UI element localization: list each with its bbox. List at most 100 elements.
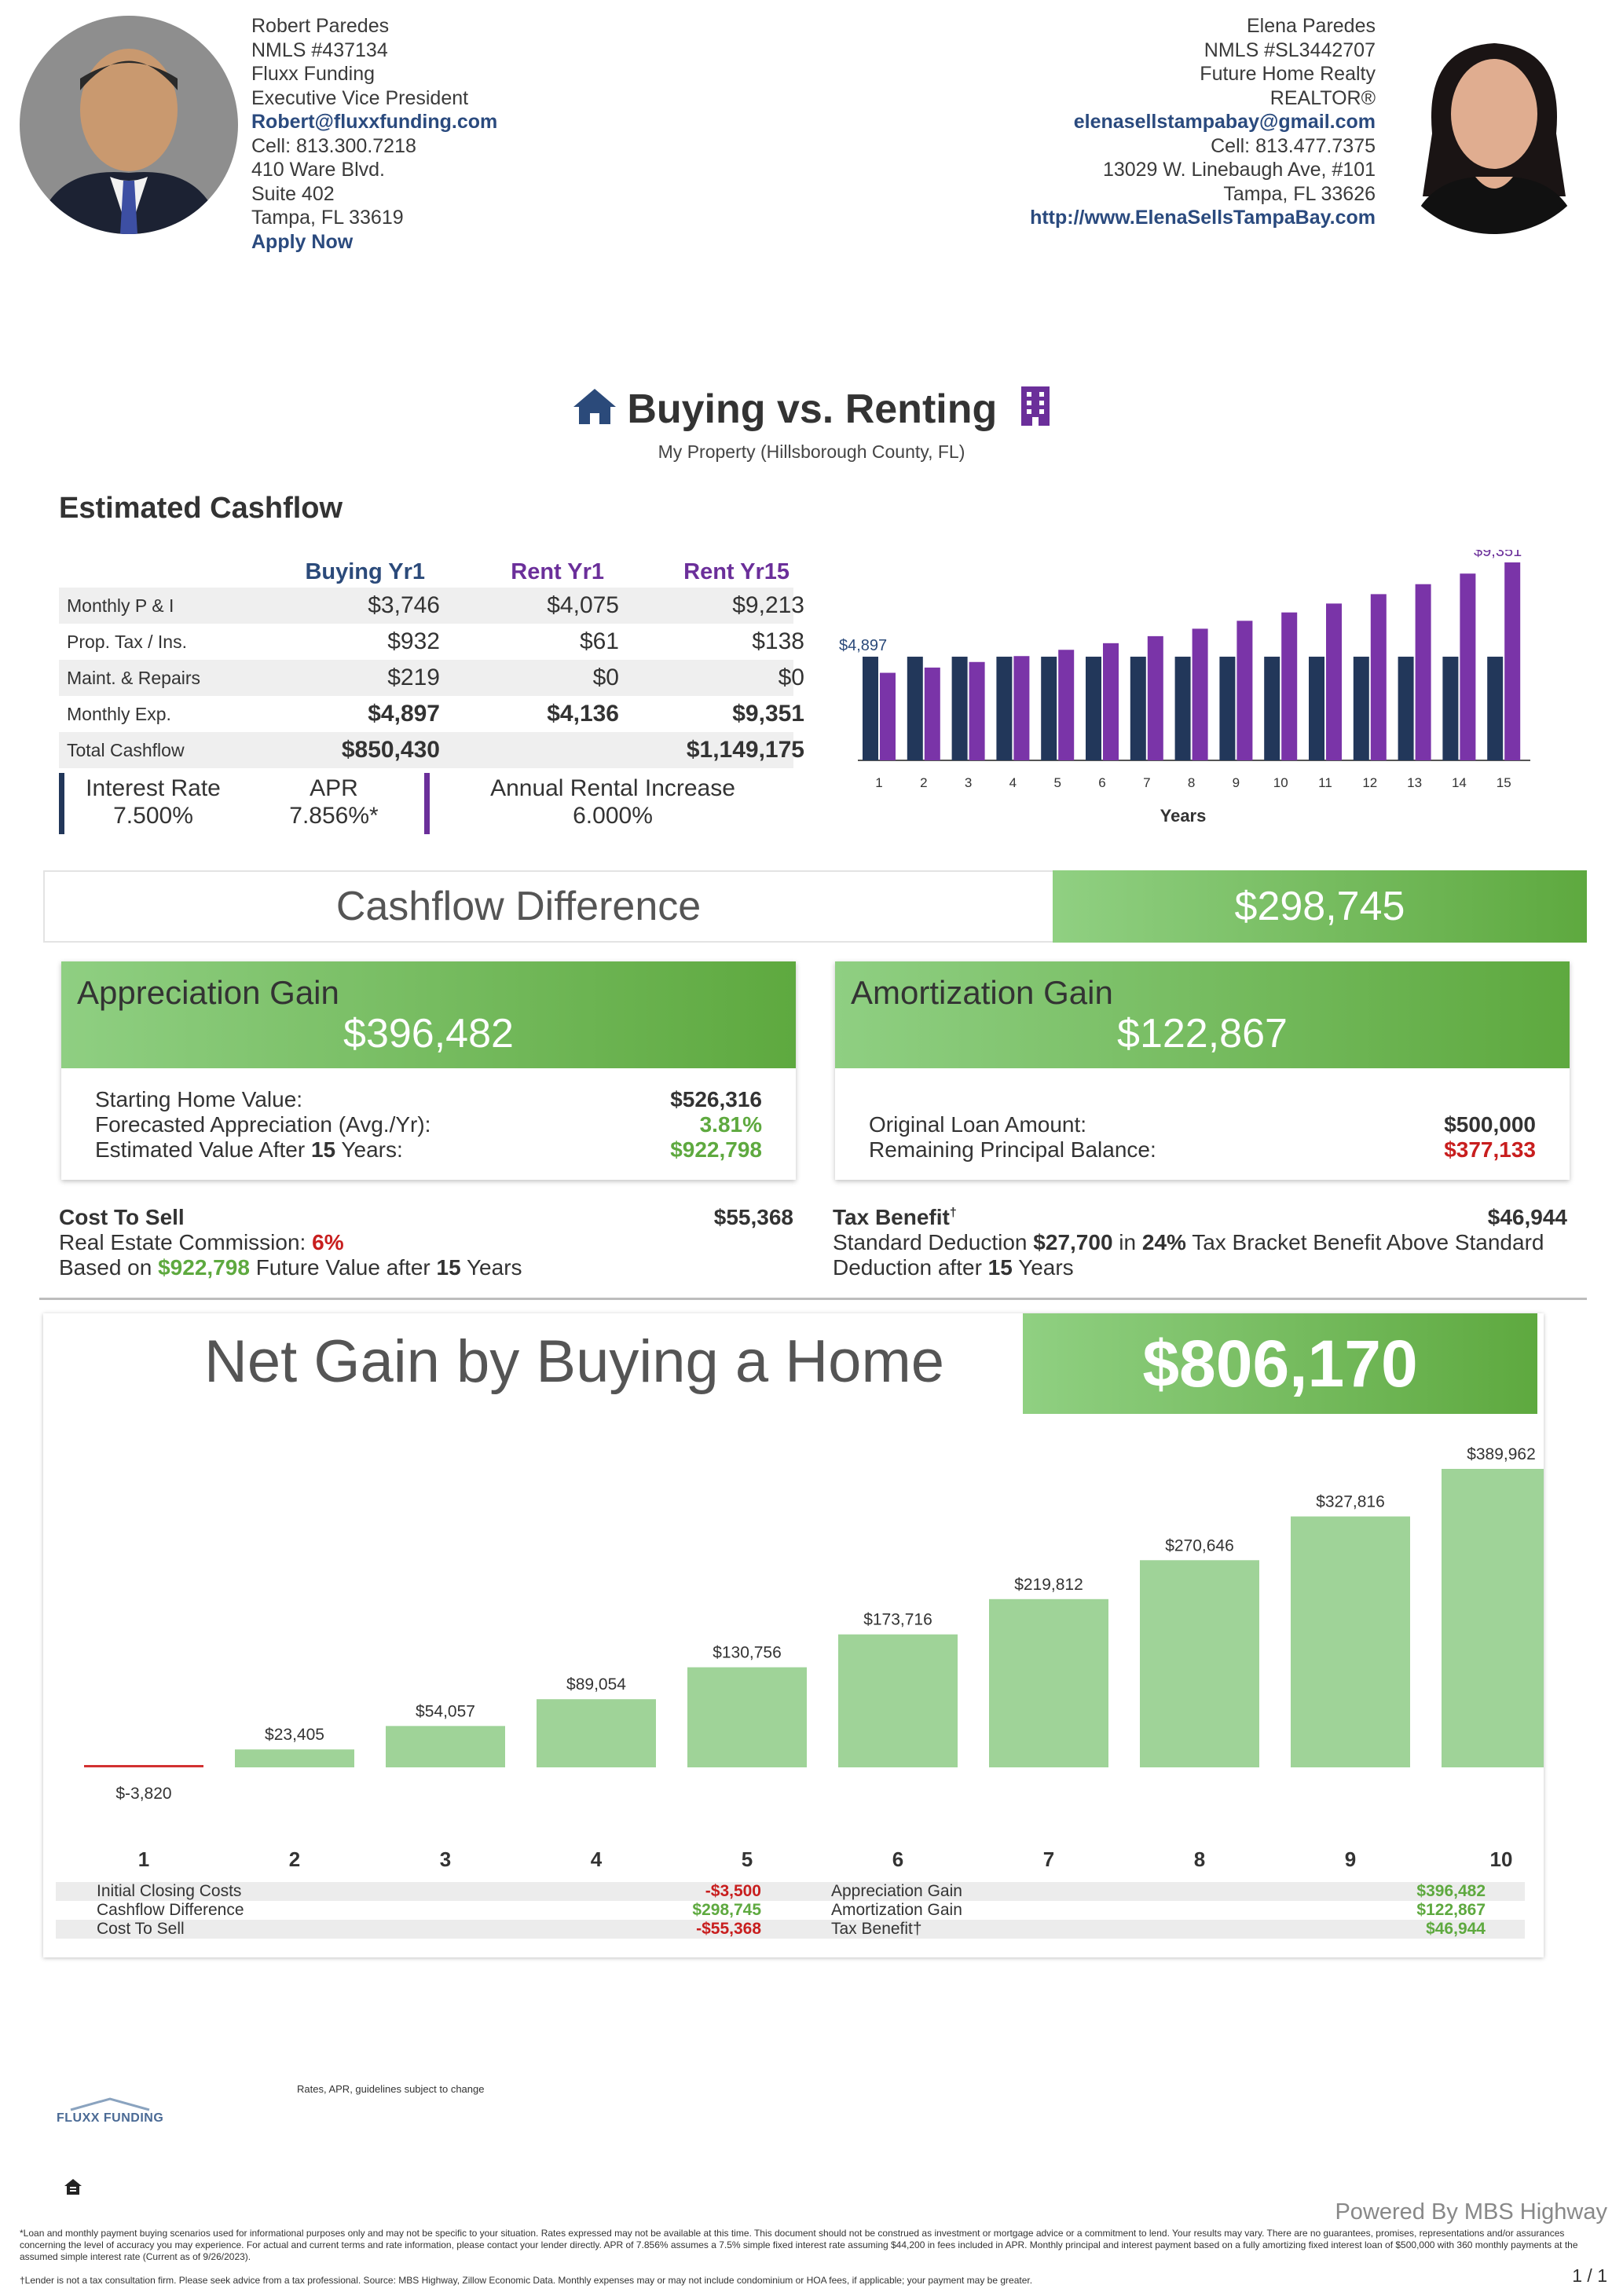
tax-line2-post: Years: [1018, 1255, 1074, 1280]
buying-bar: [1041, 657, 1057, 760]
rent-bar: [1013, 656, 1029, 760]
cost-to-sell-title: Cost To Sell: [59, 1205, 185, 1230]
appreciation-title: Appreciation Gain: [77, 974, 339, 1012]
commission-label: Real Estate Commission:: [59, 1230, 306, 1254]
interest-rate-label: Interest Rate: [71, 774, 236, 802]
starting-value-label: Starting Home Value:: [95, 1087, 302, 1112]
bar-value-label: $-3,820: [115, 1785, 171, 1803]
bar-value-label: $130,756: [713, 1644, 782, 1662]
after-label-post: Years:: [341, 1137, 402, 1162]
summary-value: $122,867: [1416, 1901, 1486, 1920]
cell-value: $219: [387, 665, 440, 691]
tax-line1-pre: Standard Deduction: [833, 1230, 1028, 1254]
rent-bar: [969, 662, 985, 760]
realtor-website-link[interactable]: http://www.ElenaSellsTampaBay.com: [1030, 206, 1376, 230]
loan-amount-value: $500,000: [1444, 1112, 1536, 1137]
table-row: Monthly Exp. $4,897 $4,136 $9,351: [59, 696, 793, 732]
x-tick-label: 1: [138, 1847, 149, 1871]
apr-label: APR: [251, 774, 416, 802]
rental-increase-value: 6.000%: [440, 802, 786, 829]
summary-value: -$55,368: [696, 1920, 761, 1939]
bar-value-label: $173,716: [863, 1611, 932, 1629]
buying-bar: [1130, 657, 1146, 760]
loan-amount-label: Original Loan Amount:: [869, 1112, 1086, 1137]
apr-box: APR 7.856%*: [251, 774, 416, 829]
tax-benefit-title: Tax Benefit†: [833, 1205, 957, 1230]
rental-increase-box: Annual Rental Increase 6.000%: [440, 774, 786, 829]
rent-bar: [1058, 650, 1074, 760]
summary-row: Cost To Sell -$55,368 Tax Benefit† $46,9…: [56, 1920, 1525, 1939]
header-rent-yr1: Rent Yr1: [511, 559, 604, 585]
rent-bar: [925, 668, 940, 760]
buying-bar: [907, 657, 923, 760]
apr-value: 7.856%*: [251, 802, 416, 829]
x-tick-label: 5: [742, 1847, 753, 1871]
interest-rate-box: Interest Rate 7.500%: [71, 774, 236, 829]
loan-officer-info: Robert Paredes NMLS #437134 Fluxx Fundin…: [251, 14, 497, 254]
buying-bar: [1487, 657, 1503, 760]
title-text: Buying vs. Renting: [627, 386, 997, 432]
rent-divider: [424, 773, 430, 834]
appreciation-card: Appreciation Gain $396,482 Starting Home…: [61, 961, 796, 1180]
realtor-email-link[interactable]: elenasellstampabay@gmail.com: [1030, 110, 1376, 134]
rent-bar: [1460, 573, 1475, 760]
standard-deduction: $27,700: [1033, 1230, 1112, 1254]
buying-bar: [952, 657, 968, 760]
realtor-name: Elena Paredes: [1030, 14, 1376, 38]
buying-bar: [1219, 657, 1235, 760]
rent-bar: [1236, 621, 1252, 760]
realtor-city: Tampa, FL 33626: [1030, 182, 1376, 207]
rent-bar: [1326, 603, 1342, 760]
realtor-cell: Cell: 813.477.7375: [1030, 134, 1376, 159]
logo-text: FLUXX FUNDING: [57, 2111, 163, 2126]
data-label: $4,897: [839, 637, 887, 654]
after-value: $922,798: [670, 1137, 762, 1163]
tax-benefit-line2: Deduction after 15 Years: [833, 1255, 1074, 1280]
cell-value: $9,351: [732, 701, 804, 727]
row-label: Monthly P & I: [67, 595, 174, 617]
bar-value-label: $54,057: [416, 1702, 475, 1720]
tax-benefit-line1: Standard Deduction $27,700 in 24% Tax Br…: [833, 1230, 1544, 1255]
forecast-label: Forecasted Appreciation (Avg./Yr):: [95, 1112, 430, 1137]
x-tick-label: 1: [875, 775, 882, 790]
table-row: Maint. & Repairs $219 $0 $0: [59, 660, 793, 696]
apply-now-link[interactable]: Apply Now: [251, 230, 497, 255]
summary-label: Tax Benefit†: [831, 1920, 922, 1939]
rent-bar: [1504, 562, 1520, 760]
bar-value-label: $219,812: [1014, 1576, 1083, 1594]
based-on-line: Based on $922,798 Future Value after 15 …: [59, 1255, 522, 1280]
lo-cell: Cell: 813.300.7218: [251, 134, 497, 159]
principal-balance-value: $377,133: [1444, 1137, 1536, 1163]
page-title: Buying vs. Renting: [0, 385, 1623, 433]
x-tick-label: 2: [920, 775, 927, 790]
cell-value: $0: [779, 665, 804, 691]
net-gain-bar: [84, 1765, 203, 1767]
cell-value: $932: [387, 628, 440, 655]
summary-row: Initial Closing Costs -$3,500 Appreciati…: [56, 1882, 1525, 1901]
summary-value: $298,745: [692, 1901, 761, 1920]
net-gain-bar: [838, 1635, 958, 1767]
page-subtitle: My Property (Hillsborough County, FL): [0, 441, 1623, 463]
net-gain-bar: [687, 1668, 807, 1767]
principal-balance-label: Remaining Principal Balance:: [869, 1137, 1156, 1163]
cell-value: $4,075: [547, 592, 619, 619]
tax-years: 15: [988, 1255, 1013, 1280]
lo-nmls: NMLS #437134: [251, 38, 497, 63]
loan-officer-photo: [20, 16, 238, 234]
cell-value: $1,149,175: [687, 737, 804, 764]
summary-value: $396,482: [1416, 1882, 1486, 1901]
rent-bar: [880, 673, 896, 760]
summary-label: Amortization Gain: [831, 1901, 962, 1920]
building-icon: [1020, 385, 1051, 427]
section-divider: [39, 1298, 1587, 1300]
rate-divider: [59, 773, 64, 834]
x-tick-label: 12: [1362, 775, 1377, 790]
net-gain-bar: [537, 1699, 656, 1767]
fluxx-funding-logo: FLUXX FUNDING: [55, 2096, 165, 2135]
lo-email-link[interactable]: Robert@fluxxfunding.com: [251, 110, 497, 134]
x-tick-label: 7: [1143, 775, 1150, 790]
x-tick-label: 2: [289, 1847, 300, 1871]
buying-bar: [1086, 657, 1101, 760]
rent-bar: [1281, 613, 1297, 760]
